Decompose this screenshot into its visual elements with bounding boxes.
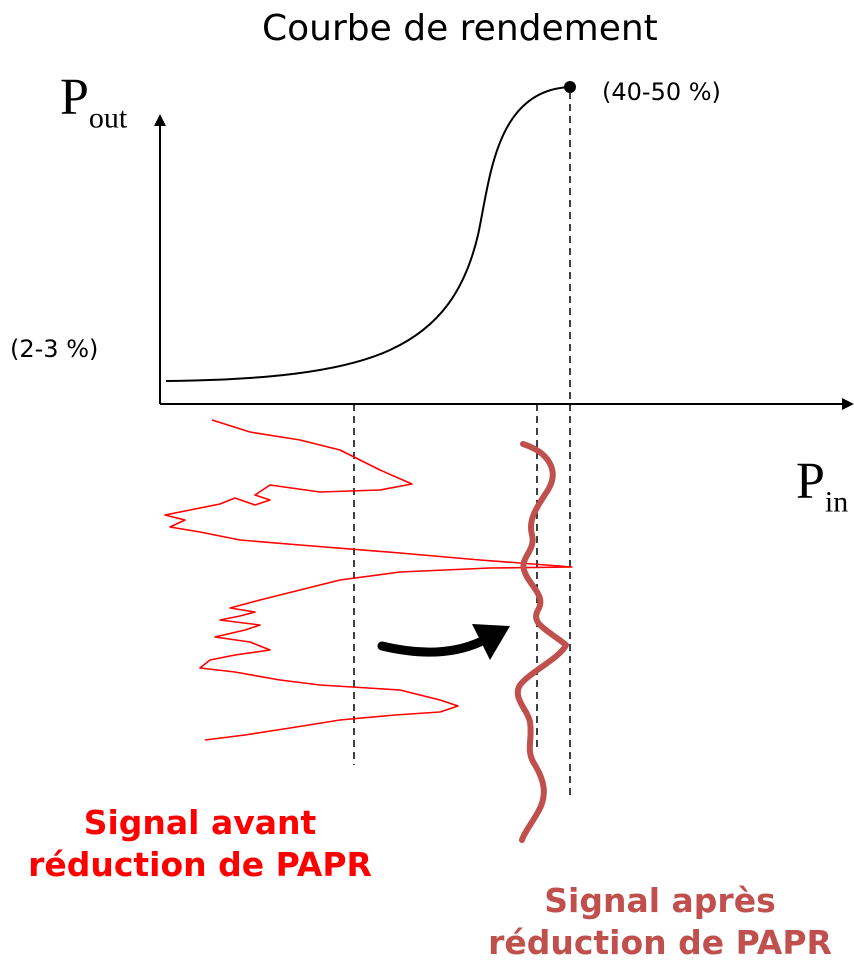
caption-before-line-1: Signal avant xyxy=(83,803,317,842)
high-efficiency-label: (40-50 %) xyxy=(602,78,721,106)
transformation-arrowhead xyxy=(472,624,510,660)
low-efficiency-label: (2-3 %) xyxy=(10,335,99,363)
y-axis-label-sub: out xyxy=(88,101,128,135)
y-axis-label: Pout xyxy=(60,68,127,136)
caption-after: Signal après réduction de PAPR xyxy=(465,880,854,964)
x-axis-label-sub: in xyxy=(824,485,849,519)
saturation-point xyxy=(564,81,576,93)
efficiency-curve xyxy=(165,86,571,382)
x-axis-label: Pin xyxy=(796,452,848,520)
signal-after-waveform xyxy=(514,441,569,843)
diagram-title: Courbe de rendement xyxy=(262,8,658,49)
y-axis-label-main: P xyxy=(60,69,89,126)
caption-after-line-2: réduction de PAPR xyxy=(488,923,832,962)
caption-before: Signal avant réduction de PAPR xyxy=(0,802,400,886)
caption-before-line-2: réduction de PAPR xyxy=(28,845,372,884)
transformation-arrow xyxy=(377,637,485,657)
caption-after-line-1: Signal après xyxy=(544,881,776,920)
x-axis-label-main: P xyxy=(796,453,825,510)
signal-before-waveform xyxy=(164,419,573,741)
